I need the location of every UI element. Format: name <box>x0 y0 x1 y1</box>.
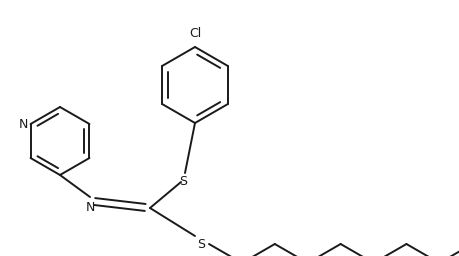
Text: S: S <box>179 175 187 188</box>
Text: S: S <box>196 238 205 251</box>
Text: N: N <box>19 118 28 131</box>
Text: N: N <box>85 201 95 214</box>
Text: Cl: Cl <box>189 27 201 40</box>
